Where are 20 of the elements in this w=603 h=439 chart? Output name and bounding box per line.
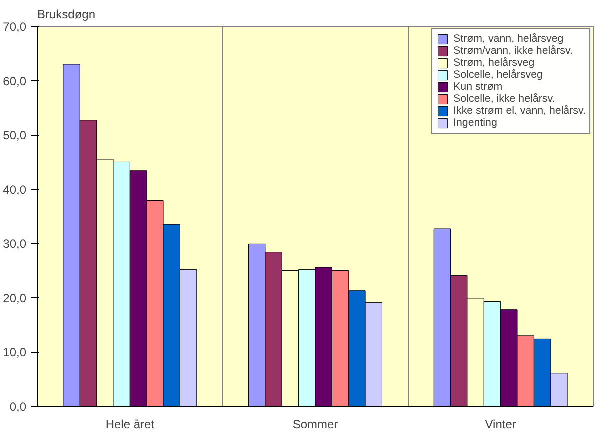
y-tick-label: 30,0 bbox=[3, 237, 27, 252]
legend-label: Ikke strøm el. vann, helårsv. bbox=[454, 105, 586, 117]
y-tick-label: 50,0 bbox=[3, 128, 27, 143]
legend-label: Strøm/vann, ikke helårsv. bbox=[454, 45, 573, 57]
legend-label: Solcelle, ikke helårsv. bbox=[454, 93, 556, 105]
legend-label: Solcelle, helårsveg bbox=[454, 69, 543, 81]
y-tick-label: 20,0 bbox=[3, 291, 27, 306]
x-tick-label: Hele året bbox=[106, 418, 156, 432]
y-tick-label: 10,0 bbox=[3, 346, 27, 360]
y-axis-title: Bruksdøgn bbox=[38, 8, 96, 22]
legend-label: Ingenting bbox=[454, 117, 498, 129]
legend-label: Strøm, vann, helårsveg bbox=[454, 33, 564, 45]
y-tick-label: 70,0 bbox=[3, 20, 27, 34]
y-tick-label: 60,0 bbox=[3, 74, 27, 88]
y-tick-label: 40,0 bbox=[3, 182, 27, 197]
y-tick-label: 0,0 bbox=[10, 400, 27, 414]
x-tick-label: Sommer bbox=[292, 418, 338, 432]
legend-label: Strøm, helårsveg bbox=[454, 57, 535, 69]
legend-label: Kun strøm bbox=[454, 81, 503, 93]
x-tick-label: Vinter bbox=[485, 418, 516, 432]
